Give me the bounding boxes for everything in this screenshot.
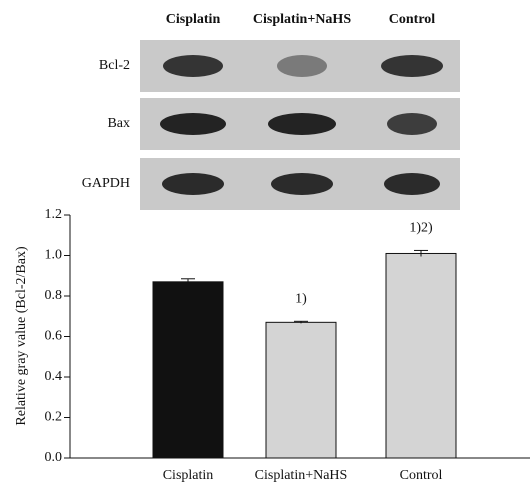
blot-band xyxy=(381,55,443,77)
blot-band xyxy=(384,173,440,195)
y-tick-label: 1.0 xyxy=(45,248,63,263)
blot-row-label: Bax xyxy=(107,116,130,131)
figure: Relative gray value (Bcl-2/Bax) Cisplati… xyxy=(0,0,531,490)
x-tick-label: Control xyxy=(400,468,443,483)
bar xyxy=(153,282,223,458)
annotation: 1)2) xyxy=(409,221,433,236)
annotation: 1) xyxy=(295,292,307,307)
y-tick-label: 0.6 xyxy=(45,329,63,344)
x-tick-label: Cisplatin xyxy=(163,468,214,483)
y-tick-label: 0.8 xyxy=(45,288,63,303)
blot-row-label: GAPDH xyxy=(82,176,130,191)
y-tick-label: 1.2 xyxy=(45,207,63,222)
blot-band xyxy=(160,113,226,135)
blot-row-label: Bcl-2 xyxy=(99,58,130,73)
y-tick-label: 0.2 xyxy=(45,410,63,425)
x-tick-label: Cisplatin+NaHS xyxy=(255,468,348,483)
blot-band xyxy=(387,113,437,135)
blot-band xyxy=(268,113,336,135)
blot-column-label: Cisplatin+NaHS xyxy=(253,12,351,27)
y-tick-label: 0.0 xyxy=(45,450,63,465)
blot-band xyxy=(277,55,327,77)
blot-column-label: Cisplatin xyxy=(166,12,221,27)
blot-column-label: Control xyxy=(389,12,436,27)
y-axis-label: Relative gray value (Bcl-2/Bax) xyxy=(14,246,29,426)
bar xyxy=(266,322,336,458)
bar xyxy=(386,253,456,458)
blot-band xyxy=(163,55,223,77)
blot-band xyxy=(162,173,224,195)
blot-band xyxy=(271,173,333,195)
y-tick-label: 0.4 xyxy=(45,369,63,384)
